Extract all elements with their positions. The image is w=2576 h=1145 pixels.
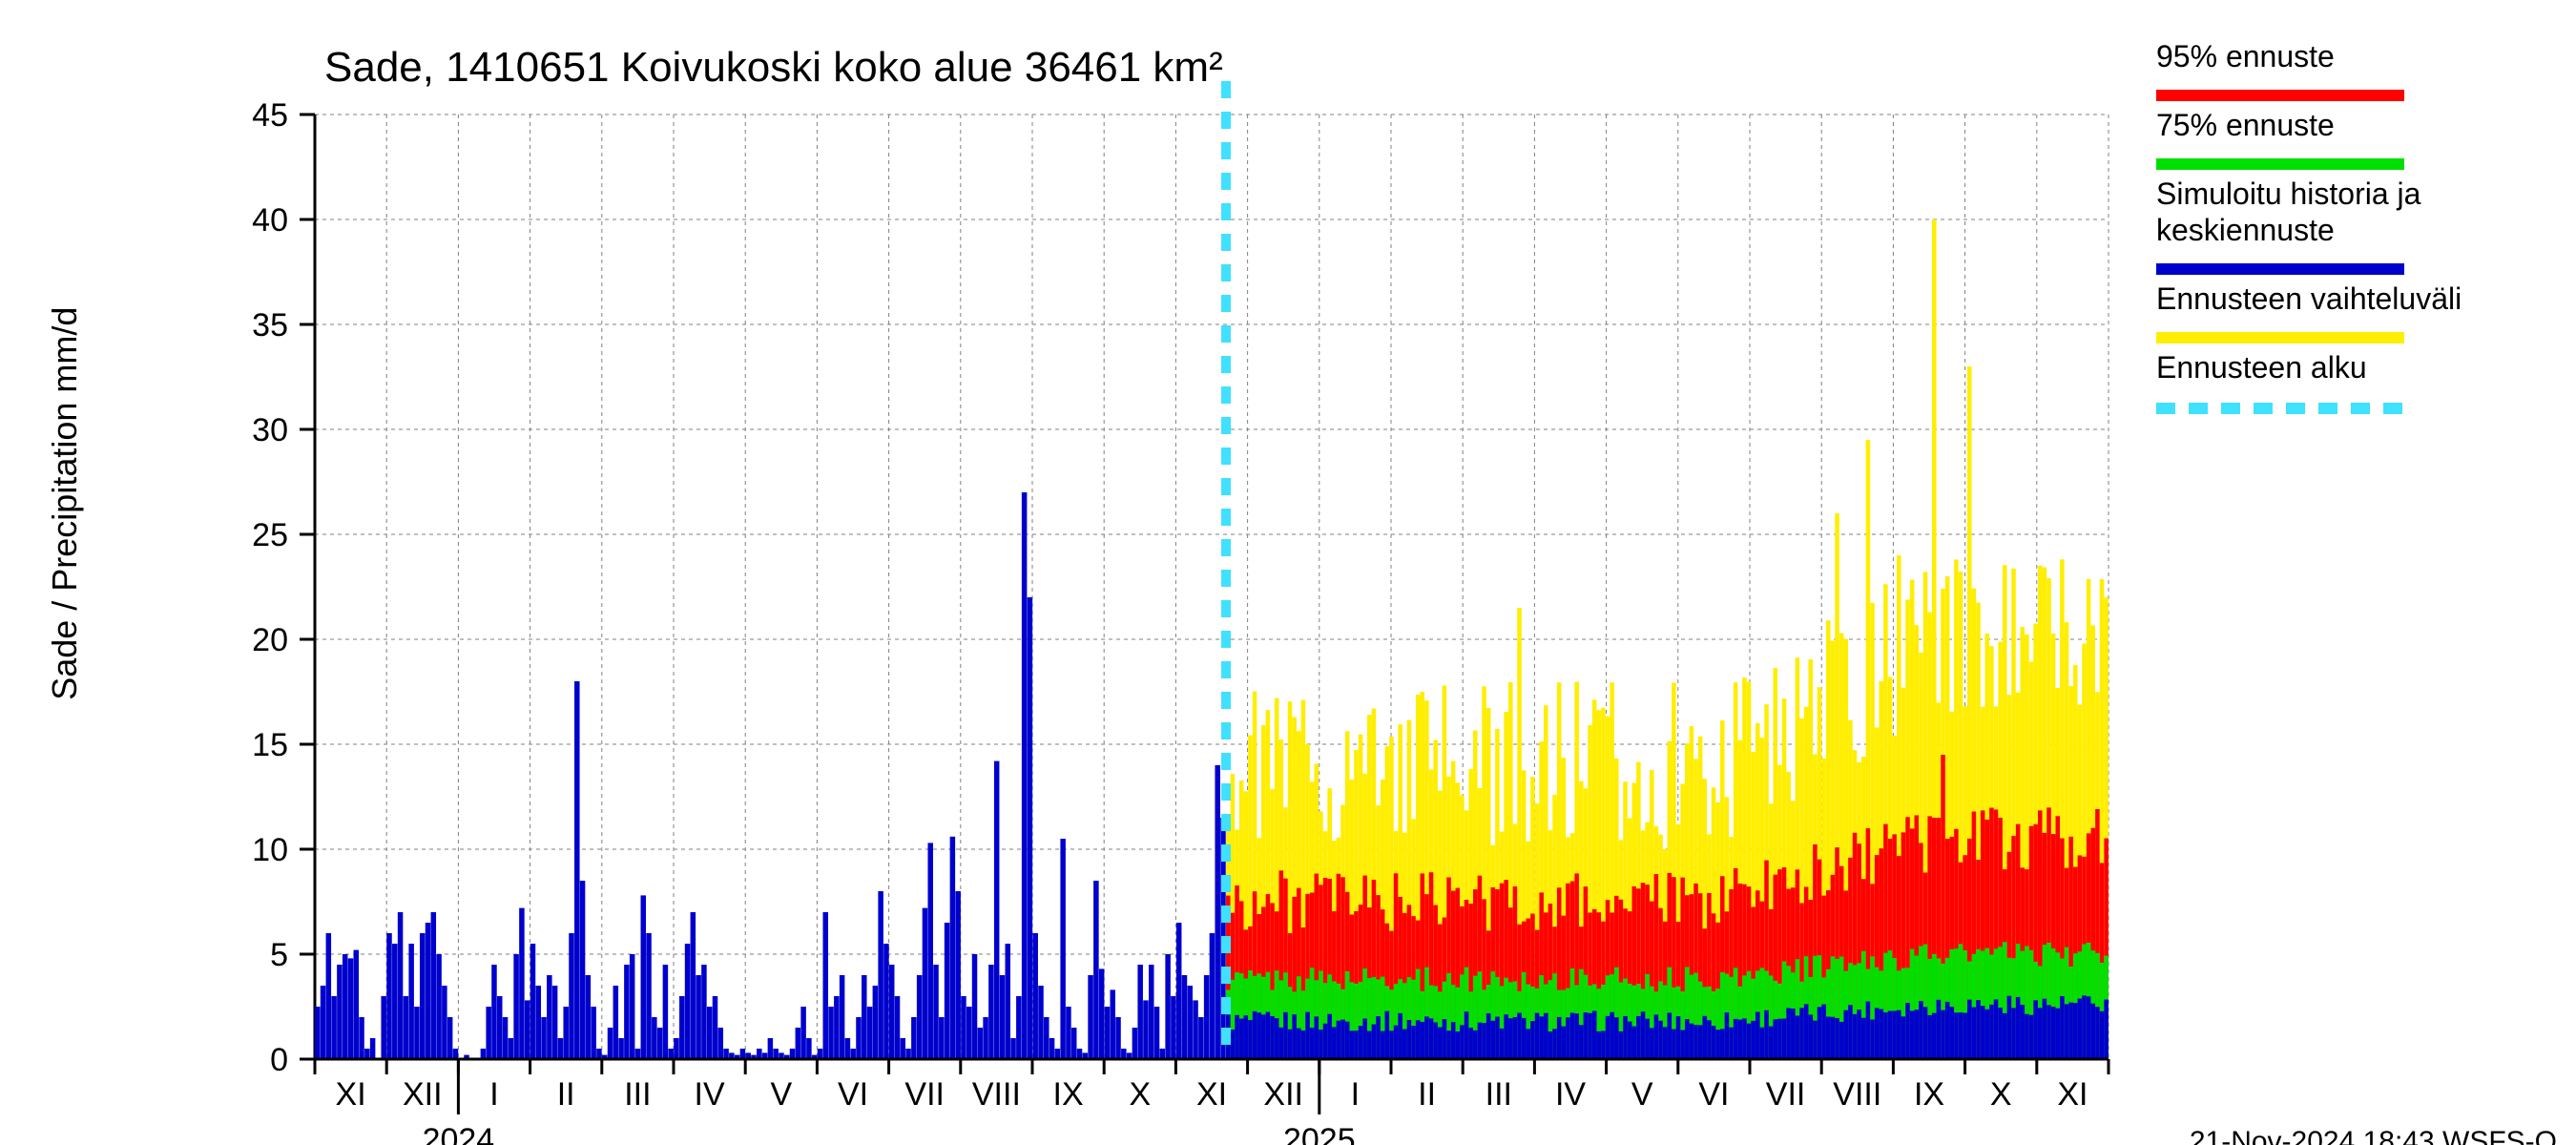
xtick-month: VI [1698,1076,1729,1113]
legend-item-label: 75% ennuste [2156,108,2335,142]
xtick-month: VI [838,1076,868,1113]
ytick-label: 30 [252,412,288,448]
ytick-label: 25 [252,517,288,553]
xtick-month: XII [1263,1076,1303,1113]
xtick-month: XI [336,1076,366,1113]
xtick-month: IX [1053,1076,1084,1113]
chart-title: Sade, 1410651 Koivukoski koko alue 36461… [324,44,1223,91]
xtick-month: IV [695,1076,725,1113]
legend-swatch [2156,90,2404,101]
ytick-label: 5 [270,937,288,973]
xtick-month: I [489,1076,498,1113]
ytick-label: 15 [252,727,288,763]
legend-swatch [2156,158,2404,170]
xtick-month: VIII [1833,1076,1881,1113]
xtick-month: VIII [972,1076,1021,1113]
precipitation-chart: 051015202530354045XIXIIIIIIIIIVVVIVIIVII… [0,0,2576,1145]
ytick-label: 20 [252,622,288,658]
legend-swatch [2156,332,2404,344]
xtick-month: X [1129,1076,1151,1113]
xtick-month: XI [2057,1076,2088,1113]
xtick-month: III [624,1076,651,1113]
xtick-month: IV [1555,1076,1586,1113]
xtick-month: IX [1914,1076,1944,1113]
xtick-month: XII [403,1076,443,1113]
xtick-month: X [1990,1076,2012,1113]
xtick-month: VII [1766,1076,1806,1113]
xtick-month: XI [1196,1076,1227,1113]
xtick-month: VII [904,1076,945,1113]
xtick-month: I [1351,1076,1360,1113]
xtick-month: V [1631,1076,1653,1113]
xtick-month: III [1485,1076,1512,1113]
footer-timestamp: 21-Nov-2024 18:43 WSFS-O [2190,1126,2557,1145]
legend-item-label: 95% ennuste [2156,39,2335,73]
ytick-label: 35 [252,307,288,344]
y-axis-label: Sade / Precipitation mm/d [45,307,84,700]
ytick-label: 40 [252,202,288,239]
ytick-label: 10 [252,832,288,868]
ytick-label: 45 [252,97,288,134]
legend-item-label: Ennusteen vaihteluväli [2156,281,2462,316]
legend-item-label: keskiennuste [2156,213,2335,247]
year-label: 2024 [423,1122,495,1145]
xtick-month: II [1418,1076,1436,1113]
legend-swatch [2156,263,2404,275]
chart-svg: 051015202530354045XIXIIIIIIIIIVVVIVIIVII… [0,0,2576,1145]
year-label: 2025 [1283,1122,1356,1145]
xtick-month: V [770,1076,792,1113]
legend-item-label: Simuloitu historia ja [2156,177,2421,211]
ytick-label: 0 [270,1042,288,1078]
xtick-month: II [557,1076,575,1113]
legend-item-label: Ennusteen alku [2156,350,2367,385]
